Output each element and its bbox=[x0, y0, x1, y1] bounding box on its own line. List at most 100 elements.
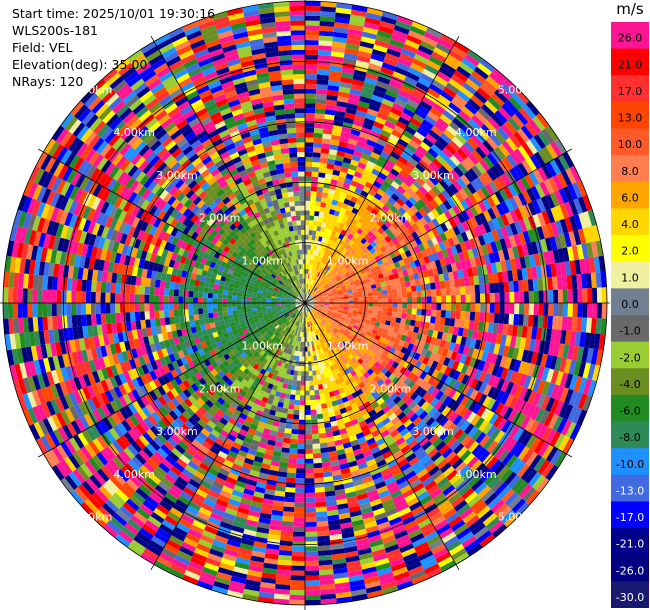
velocity-gate bbox=[320, 1, 337, 8]
velocity-gate bbox=[464, 102, 478, 115]
velocity-gate bbox=[336, 150, 346, 158]
velocity-gate bbox=[338, 222, 345, 230]
velocity-gate bbox=[458, 109, 472, 123]
velocity-gate bbox=[314, 477, 324, 483]
velocity-gate bbox=[399, 215, 408, 224]
velocity-gate bbox=[466, 49, 483, 63]
velocity-gate bbox=[449, 121, 462, 133]
velocity-gate bbox=[305, 512, 317, 518]
velocity-gate bbox=[371, 168, 381, 177]
velocity-gate bbox=[313, 296, 319, 300]
velocity-gate bbox=[549, 192, 560, 207]
velocity-gate bbox=[289, 594, 305, 601]
velocity-gate bbox=[396, 185, 407, 195]
velocity-gate bbox=[372, 291, 378, 296]
velocity-gate bbox=[310, 414, 318, 420]
velocity-gate bbox=[356, 55, 371, 64]
velocity-gate bbox=[392, 102, 405, 113]
velocity-gate bbox=[314, 287, 319, 293]
velocity-gate bbox=[305, 487, 315, 493]
velocity-gate bbox=[422, 241, 430, 250]
velocity-gate bbox=[448, 49, 465, 62]
velocity-gate bbox=[305, 429, 312, 435]
velocity-gate bbox=[502, 156, 514, 171]
velocity-gate bbox=[337, 279, 343, 284]
velocity-gate bbox=[305, 59, 318, 65]
velocity-gate bbox=[409, 170, 420, 180]
velocity-gate bbox=[375, 212, 384, 220]
velocity-gate bbox=[402, 297, 408, 303]
velocity-gate bbox=[458, 188, 469, 200]
velocity-gate bbox=[554, 138, 567, 155]
velocity-gate bbox=[336, 268, 342, 274]
velocity-gate bbox=[428, 129, 440, 141]
velocity-gate bbox=[305, 293, 307, 299]
velocity-gate bbox=[339, 239, 345, 246]
velocity-gate bbox=[305, 186, 312, 192]
velocity-gate bbox=[439, 317, 446, 326]
velocity-gate bbox=[387, 216, 396, 225]
velocity-gate bbox=[305, 531, 318, 537]
velocity-gate bbox=[280, 530, 294, 537]
velocity-gate bbox=[308, 289, 311, 294]
velocity-gate bbox=[331, 278, 337, 283]
velocity-gate bbox=[494, 303, 500, 314]
velocity-gate bbox=[514, 303, 520, 315]
velocity-gate bbox=[430, 260, 437, 269]
velocity-gate bbox=[322, 282, 327, 287]
velocity-gate bbox=[355, 254, 362, 261]
velocity-gate bbox=[364, 17, 381, 26]
velocity-gate bbox=[333, 210, 340, 217]
velocity-gate bbox=[552, 316, 558, 330]
velocity-gate bbox=[316, 413, 324, 420]
velocity-gate bbox=[388, 232, 396, 241]
velocity-gate bbox=[504, 236, 513, 249]
velocity-gate bbox=[327, 228, 333, 235]
velocity-gate bbox=[362, 275, 369, 281]
velocity-gate bbox=[312, 294, 318, 298]
velocity-gate bbox=[399, 231, 408, 240]
velocity-gate bbox=[351, 273, 358, 279]
velocity-gate bbox=[377, 234, 385, 242]
velocity-gate bbox=[368, 276, 375, 282]
velocity-gate bbox=[415, 49, 432, 60]
velocity-gate bbox=[318, 246, 324, 253]
velocity-gate bbox=[317, 423, 325, 429]
velocity-gate bbox=[305, 526, 317, 532]
velocity-gate bbox=[305, 458, 314, 464]
velocity-gate bbox=[329, 234, 335, 241]
velocity-gate bbox=[378, 107, 391, 117]
velocity-gate bbox=[436, 266, 444, 275]
velocity-gate bbox=[425, 315, 431, 323]
velocity-gate bbox=[479, 83, 495, 97]
velocity-gate bbox=[305, 599, 321, 605]
velocity-gate bbox=[477, 234, 486, 246]
velocity-gate bbox=[562, 289, 569, 303]
velocity-gate bbox=[492, 178, 504, 191]
velocity-gate bbox=[318, 267, 323, 273]
velocity-gate bbox=[380, 238, 388, 246]
velocity-gate bbox=[487, 117, 501, 131]
velocity-gate bbox=[316, 245, 321, 252]
velocity-gate bbox=[400, 252, 408, 260]
velocity-gate bbox=[353, 232, 361, 239]
velocity-gate bbox=[366, 160, 376, 169]
velocity-gate bbox=[294, 502, 305, 508]
velocity-gate bbox=[425, 27, 443, 39]
velocity-gate bbox=[414, 108, 428, 120]
velocity-gate bbox=[307, 351, 311, 357]
velocity-gate bbox=[389, 133, 400, 143]
velocity-gate bbox=[312, 225, 318, 231]
velocity-gate bbox=[342, 247, 348, 254]
velocity-gate bbox=[351, 154, 361, 163]
velocity-gate bbox=[408, 94, 422, 105]
velocity-gate bbox=[429, 245, 437, 255]
velocity-gate bbox=[381, 231, 389, 239]
velocity-gate bbox=[347, 252, 354, 259]
velocity-gate bbox=[342, 62, 356, 70]
velocity-gate bbox=[361, 272, 368, 278]
velocity-gate bbox=[390, 107, 403, 117]
velocity-gate bbox=[528, 119, 542, 135]
velocity-gate bbox=[601, 303, 607, 319]
velocity-gate bbox=[328, 245, 334, 251]
